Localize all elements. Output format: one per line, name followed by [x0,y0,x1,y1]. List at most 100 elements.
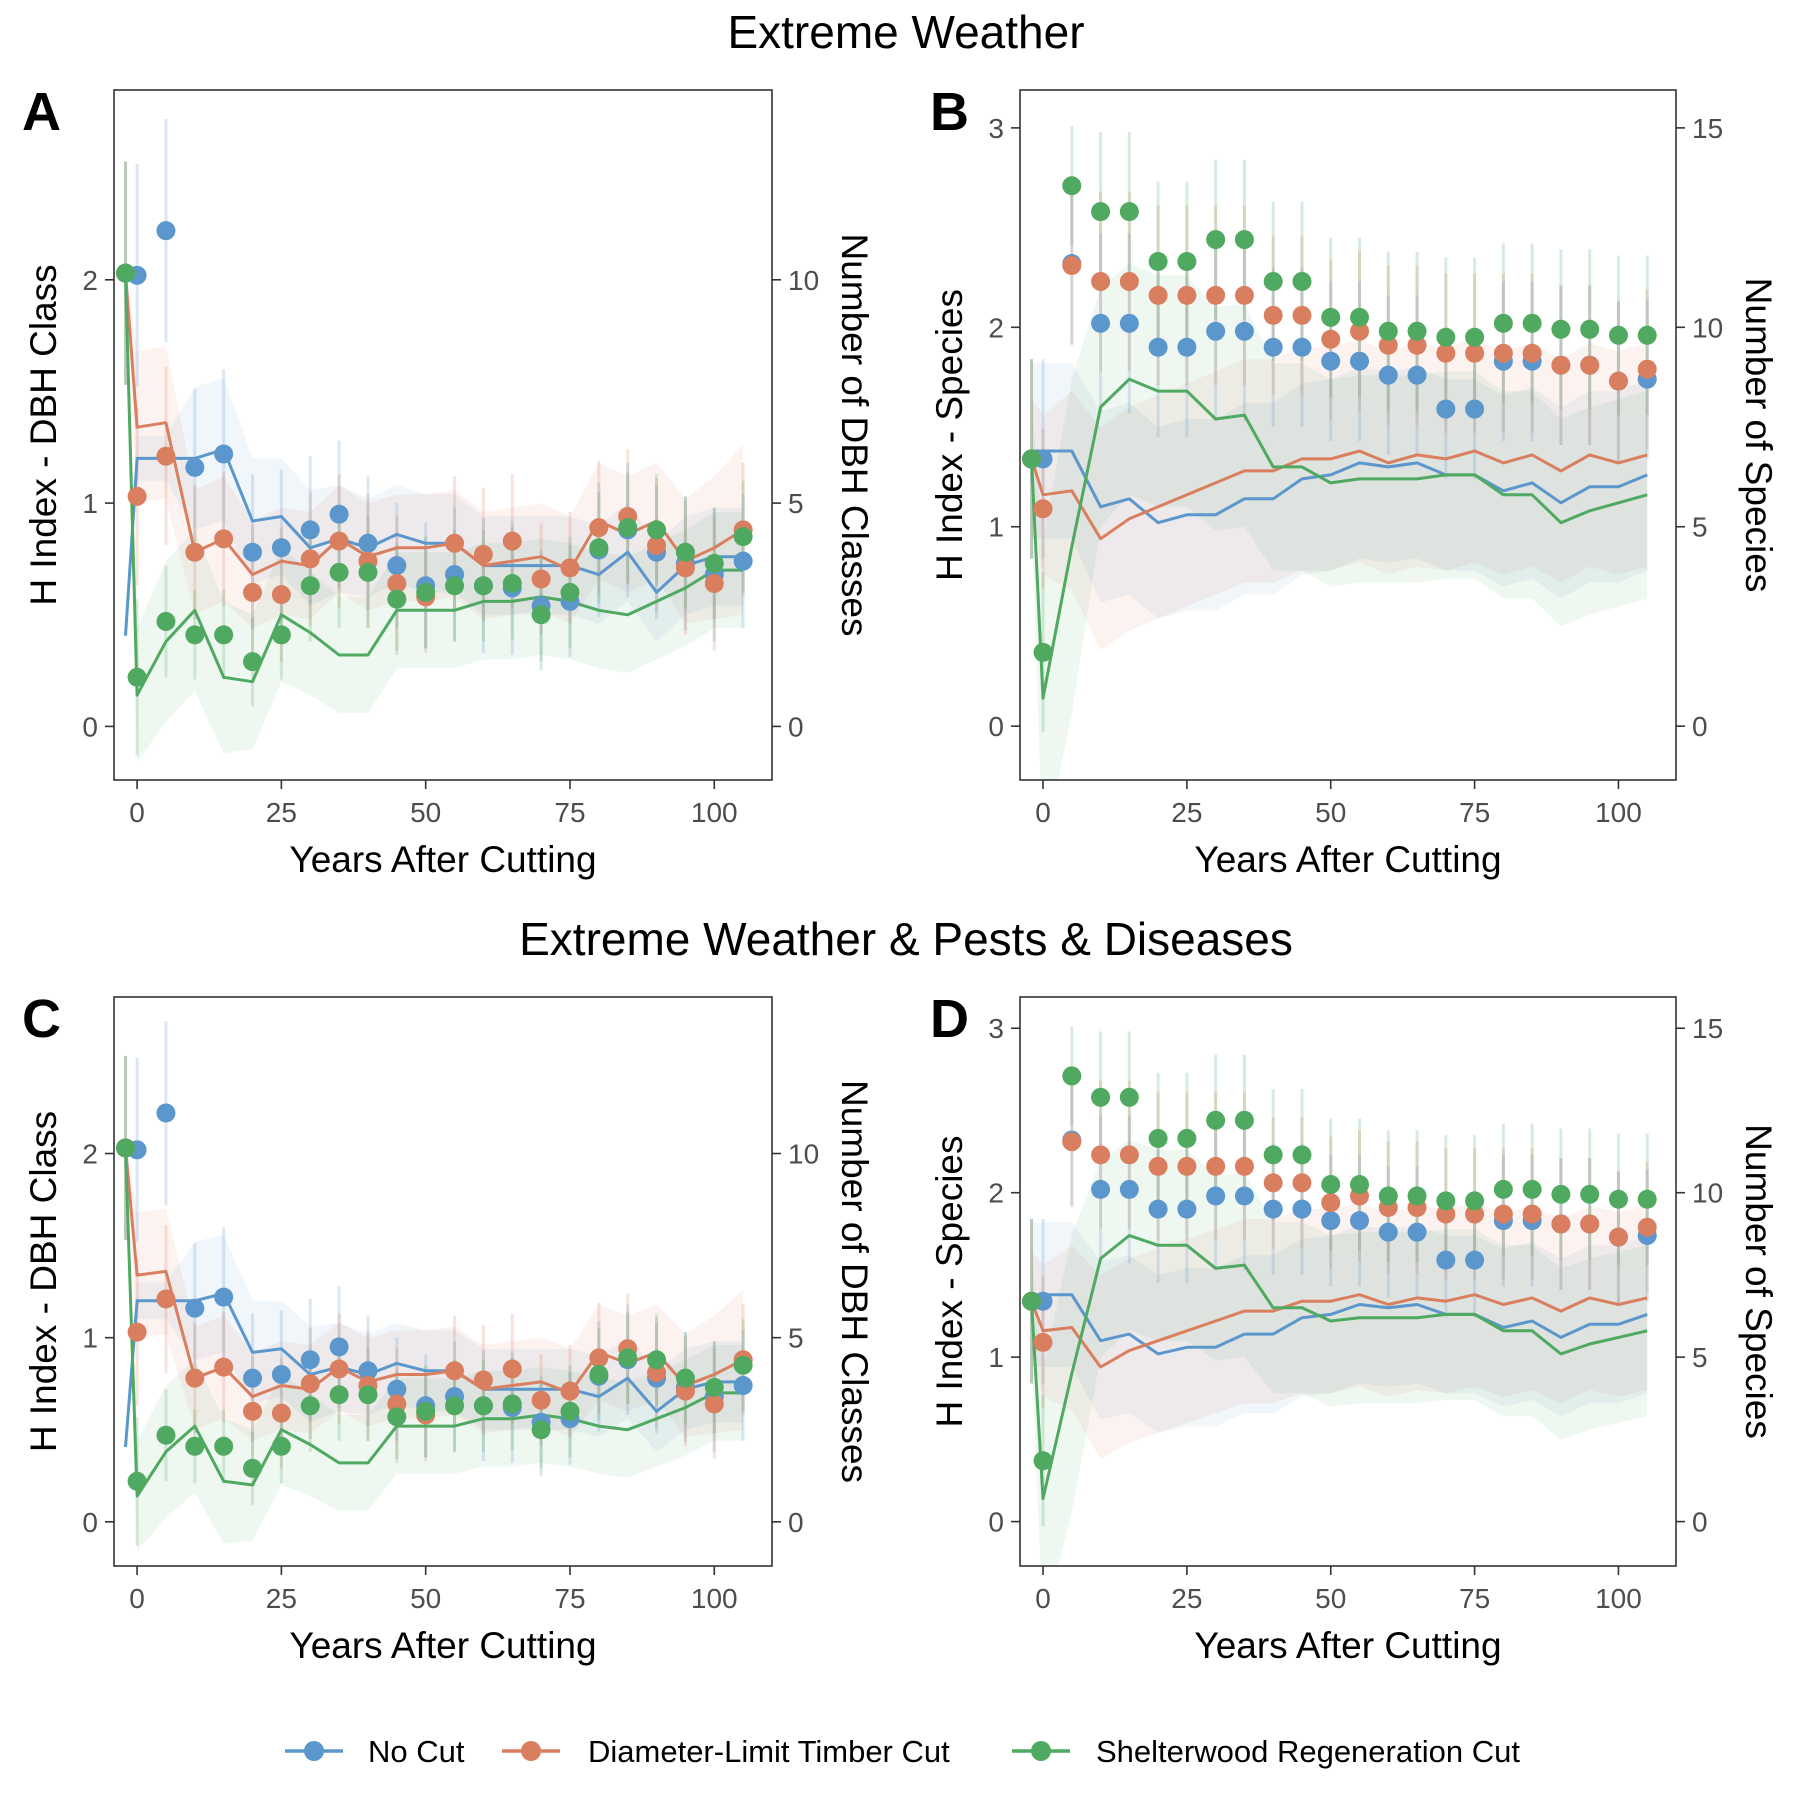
plot-area [1022,1026,1657,1566]
data-point-shelter_cut [116,263,136,283]
data-point-no_cut [358,533,378,553]
data-point-dlt_cut [1091,1145,1111,1165]
data-point-dlt_cut [329,531,349,551]
data-point-shelter_cut [156,611,176,631]
legend-item-no_cut: No Cut [285,1734,465,1769]
y-tick-label: 2 [82,1139,98,1170]
data-point-dlt_cut [589,518,609,538]
data-point-dlt_cut [1119,1145,1139,1165]
data-point-shelter_cut [502,1394,522,1414]
data-point-dlt_cut [1637,359,1657,379]
data-point-shelter_cut [1234,230,1254,250]
data-point-dlt_cut [1292,305,1312,325]
data-point-dlt_cut [589,1348,609,1368]
x-tick-label: 50 [1315,1583,1346,1614]
y2-tick-label: 5 [1692,512,1708,543]
data-point-dlt_cut [243,1401,263,1421]
data-point-no_cut [214,444,234,464]
data-point-dlt_cut [473,1370,493,1390]
series-line-no_cut [124,448,744,636]
data-point-dlt_cut [1091,271,1111,291]
panel-letter: C [22,989,61,1049]
data-point-dlt_cut [1263,305,1283,325]
data-point-dlt_cut [1522,343,1542,363]
y-tick-label: 3 [988,1013,1004,1044]
data-point-dlt_cut [1177,1156,1197,1176]
data-point-shelter_cut [1465,327,1485,347]
panel-c: 0 25 50 75 100 0 1 2 0 5 10 Years After Cutting H In… [22,989,875,1666]
plot-area [1022,125,1657,780]
y2-tick-label: 10 [1692,312,1723,343]
data-point-dlt_cut [445,533,465,553]
panel-frame [113,996,773,1567]
section-title-pests-diseases: Extreme Weather & Pests & Diseases [519,913,1293,965]
data-point-shelter_cut [1522,313,1542,333]
data-point-dlt_cut [675,558,695,578]
y-tick-label: 0 [988,1507,1004,1538]
data-point-dlt_cut [214,529,234,549]
data-point-dlt_cut [214,1357,234,1377]
y2-tick-label: 0 [788,1507,804,1538]
data-point-shelter_cut [387,1407,407,1427]
data-point-shelter_cut [560,582,580,602]
x-axis-title: Years After Cutting [1194,1625,1501,1666]
y-tick-label: 2 [82,265,98,296]
data-point-shelter_cut [733,1355,753,1375]
data-point-shelter_cut [1378,1186,1398,1206]
data-point-no_cut [1378,1222,1398,1242]
data-point-shelter_cut [271,625,291,645]
data-point-shelter_cut [127,1471,147,1491]
legend-label: Diameter-Limit Timber Cut [588,1734,950,1769]
data-point-shelter_cut [185,1436,205,1456]
x-axis-title: Years After Cutting [289,839,596,880]
data-point-dlt_cut [560,558,580,578]
data-point-dlt_cut [1321,1193,1341,1213]
data-point-shelter_cut [589,1364,609,1384]
panel-frame [1019,89,1677,781]
data-point-no_cut [1148,337,1168,357]
y2-tick-label: 0 [788,711,804,742]
y2-tick-label: 0 [1692,711,1708,742]
data-point-shelter_cut [1378,321,1398,341]
panel-a: 0 25 50 75 100 0 1 2 0 5 10 Years After Cutting H In… [22,82,875,880]
data-point-shelter_cut [1091,1087,1111,1107]
data-point-no_cut [1292,1199,1312,1219]
data-point-shelter_cut [214,1436,234,1456]
data-point-shelter_cut [1522,1179,1542,1199]
data-point-dlt_cut [271,585,291,605]
x-tick-label: 25 [266,797,297,828]
data-point-shelter_cut [1062,176,1082,196]
y-tick-label: 0 [82,711,98,742]
data-point-no_cut [1234,1186,1254,1206]
y2-tick-label: 15 [1692,1013,1723,1044]
y-axis-title: H Index - Species [929,289,970,581]
ribbon-no_cut [1031,363,1648,619]
x-tick-label: 50 [410,1583,441,1614]
data-point-dlt_cut [300,1374,320,1394]
legend-label: Shelterwood Regeneration Cut [1096,1734,1520,1769]
y2-tick-label: 15 [1692,113,1723,144]
series-line-dlt_cut [124,272,744,577]
x-tick-label: 0 [129,1583,145,1614]
y-tick-label: 0 [988,711,1004,742]
data-point-dlt_cut [243,582,263,602]
series-line-shelter_cut [1030,1234,1648,1501]
data-point-shelter_cut [1119,1087,1139,1107]
x-tick-label: 50 [410,797,441,828]
data-point-shelter_cut [1608,325,1628,345]
legend-marker [521,1741,541,1761]
legend-item-shelter_cut: Shelterwood Regeneration Cut [1012,1734,1520,1769]
legend-label: No Cut [368,1734,465,1769]
data-point-shelter_cut [618,518,638,538]
series-line-shelter_cut [124,1147,744,1498]
data-point-dlt_cut [1033,1332,1053,1352]
data-point-shelter_cut [1637,1189,1657,1209]
data-point-dlt_cut [1263,1173,1283,1193]
data-point-no_cut [185,1298,205,1318]
data-point-dlt_cut [445,1361,465,1381]
data-point-no_cut [1263,337,1283,357]
y-axis-title: H Index - DBH Class [23,264,64,605]
data-point-dlt_cut [1177,285,1197,305]
y2-tick-label: 5 [788,1323,804,1354]
data-point-dlt_cut [1234,285,1254,305]
